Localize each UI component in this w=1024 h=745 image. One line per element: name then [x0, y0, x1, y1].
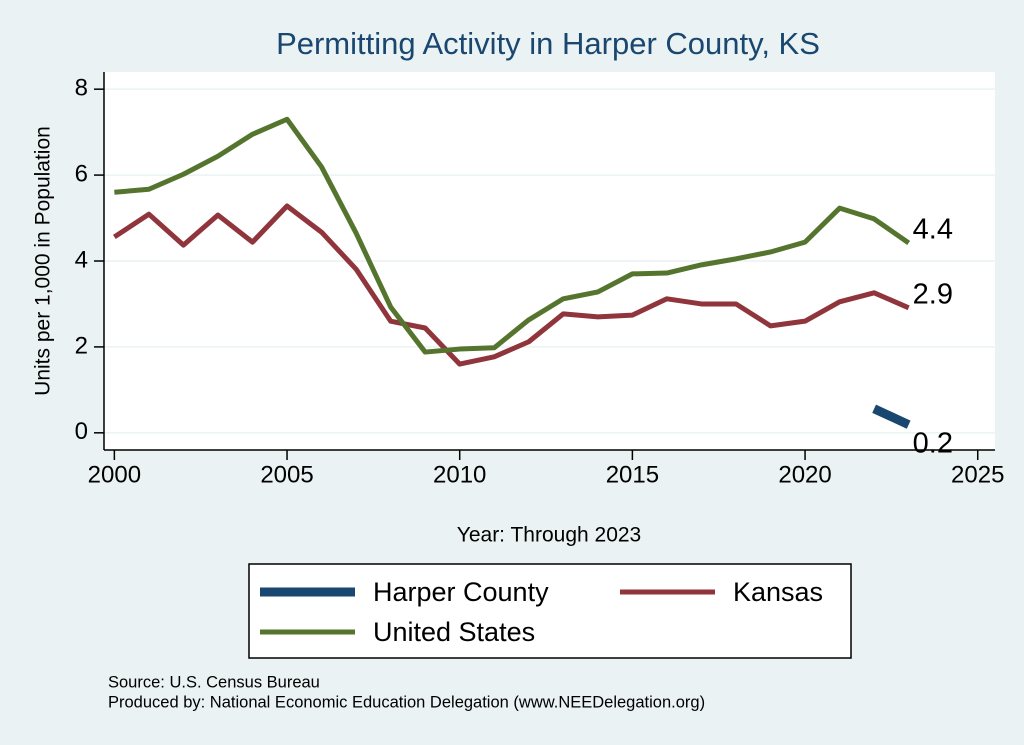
y-tick-label: 2 [75, 332, 88, 359]
producer-note: Produced by: National Economic Education… [108, 693, 705, 711]
series-line [872, 404, 911, 429]
y-tick-label: 8 [75, 75, 88, 102]
legend-label: Harper County [373, 577, 549, 607]
y-axis-title: Units per 1,000 in Population [32, 126, 55, 396]
legend-label: United States [373, 617, 535, 647]
x-axis-title: Year: Through 2023 [457, 524, 642, 547]
x-tick-label: 2010 [433, 461, 486, 488]
series-line [114, 116, 911, 355]
x-tick-label: 2015 [606, 461, 659, 488]
chart-title: Permitting Activity in Harper County, KS [276, 26, 820, 61]
y-tick-label: 0 [75, 418, 88, 445]
x-tick-label: 2020 [778, 461, 831, 488]
value-label: 4.4 [913, 214, 953, 246]
y-tick-label: 4 [75, 246, 88, 273]
x-tick-label: 2025 [951, 461, 1004, 488]
legend-label: Kansas [733, 577, 823, 607]
x-tick-label: 2000 [88, 461, 141, 488]
y-tick-label: 6 [75, 160, 88, 187]
value-label: 0.2 [913, 427, 953, 459]
source-note: Source: U.S. Census Bureau [108, 673, 320, 691]
legend [248, 563, 852, 659]
x-tick-label: 2005 [260, 461, 313, 488]
value-label: 2.9 [913, 278, 953, 310]
series-line [112, 203, 910, 367]
